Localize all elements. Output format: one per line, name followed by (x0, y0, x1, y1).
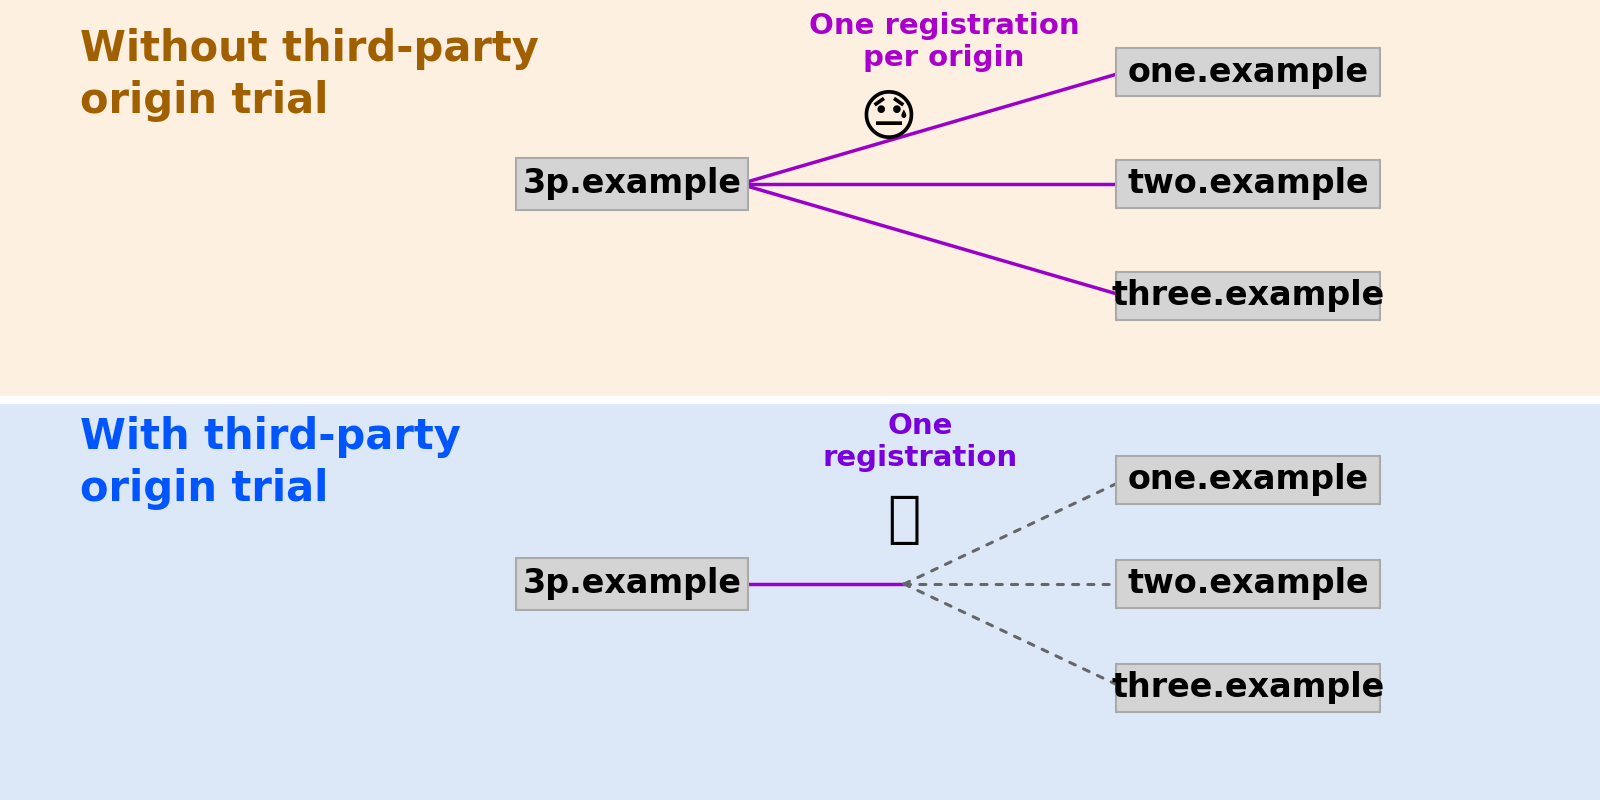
Text: one.example: one.example (1128, 55, 1368, 89)
Text: 3p.example: 3p.example (523, 567, 741, 601)
FancyBboxPatch shape (1117, 160, 1379, 208)
FancyBboxPatch shape (515, 558, 749, 610)
Text: 🙂: 🙂 (888, 493, 920, 547)
Text: three.example: three.example (1112, 671, 1384, 705)
FancyBboxPatch shape (1117, 664, 1379, 712)
Text: 3p.example: 3p.example (523, 167, 741, 201)
Text: two.example: two.example (1126, 167, 1370, 201)
FancyBboxPatch shape (1117, 272, 1379, 320)
Text: Without third-party
origin trial: Without third-party origin trial (80, 28, 539, 122)
FancyBboxPatch shape (1117, 456, 1379, 504)
Text: 😓: 😓 (859, 93, 917, 147)
FancyBboxPatch shape (515, 158, 749, 210)
Text: One registration
per origin: One registration per origin (808, 12, 1080, 72)
Text: With third-party
origin trial: With third-party origin trial (80, 416, 461, 510)
Text: three.example: three.example (1112, 279, 1384, 313)
Bar (0, 0, 1600, 400)
FancyBboxPatch shape (1117, 48, 1379, 96)
Text: One
registration: One registration (822, 412, 1018, 472)
Text: one.example: one.example (1128, 463, 1368, 497)
Bar (0, 400, 1600, 800)
Text: two.example: two.example (1126, 567, 1370, 601)
FancyBboxPatch shape (1117, 560, 1379, 608)
